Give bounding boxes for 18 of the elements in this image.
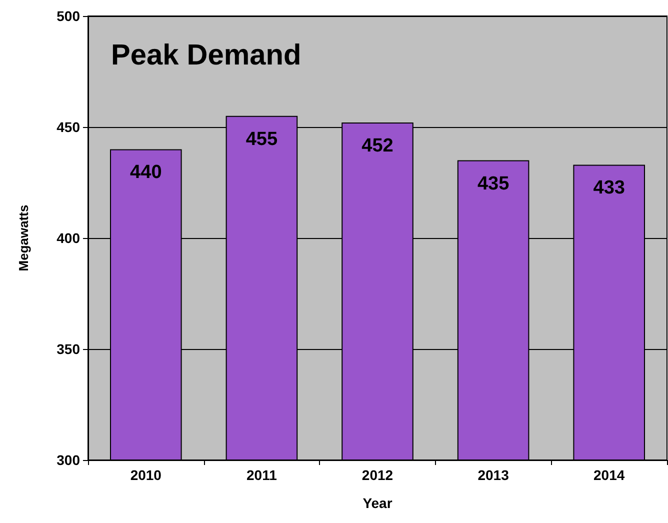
y-tick-label: 300	[56, 452, 80, 468]
x-tick-label: 2014	[594, 467, 625, 483]
y-tick-label: 350	[56, 341, 80, 357]
y-tick-label: 450	[56, 119, 80, 135]
y-tick-label: 400	[56, 230, 80, 246]
data-label: 452	[362, 136, 394, 157]
y-axis-title: Megawatts	[16, 204, 31, 272]
data-label: 435	[477, 173, 510, 194]
data-label: 440	[130, 162, 162, 184]
x-tick-label: 2013	[478, 467, 510, 483]
data-label: 433	[593, 178, 625, 199]
x-tick-label: 2011	[246, 467, 278, 483]
data-label: 455	[246, 128, 278, 150]
text: Peak Demand	[111, 40, 302, 72]
x-tick-label: 2012	[362, 467, 394, 483]
x-tick-label: 2010	[130, 467, 162, 483]
x-axis-title: Year	[362, 495, 393, 511]
y-tick-label: 500	[56, 8, 80, 24]
